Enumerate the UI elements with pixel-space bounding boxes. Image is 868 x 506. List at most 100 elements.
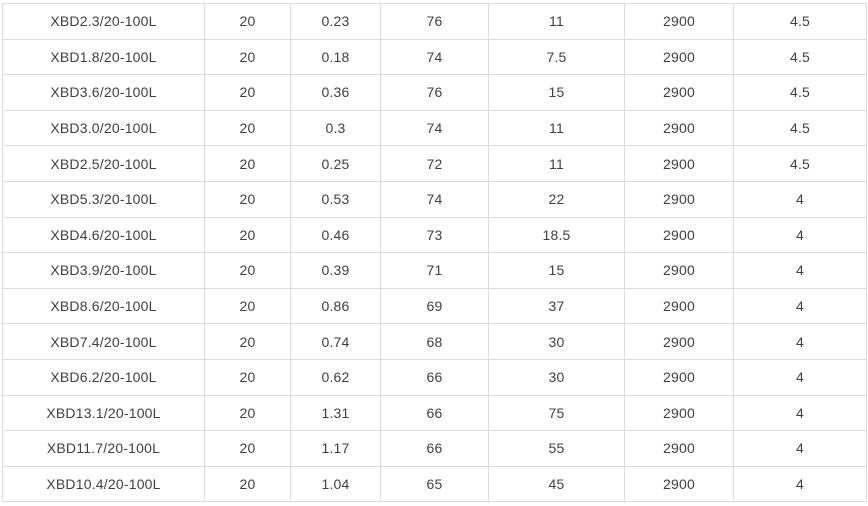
- value-cell: 4: [733, 358, 867, 396]
- value-cell: 66: [380, 394, 489, 432]
- model-cell: XBD7.4/20-100L: [2, 323, 205, 360]
- value-cell: 30: [488, 358, 625, 396]
- value-cell: 4.5: [733, 145, 867, 182]
- value-cell: 4: [733, 252, 867, 289]
- value-cell: 4: [733, 394, 867, 432]
- value-cell: 74: [380, 38, 489, 76]
- value-cell: 73: [380, 216, 489, 254]
- value-cell: 37: [488, 287, 625, 325]
- value-cell: 2900: [624, 465, 734, 503]
- value-cell: 2900: [624, 216, 734, 254]
- value-cell: 4: [733, 216, 867, 254]
- value-cell: 11: [488, 145, 625, 182]
- value-cell: 0.39: [290, 252, 381, 289]
- value-cell: 20: [204, 252, 291, 289]
- value-cell: 2900: [624, 3, 734, 40]
- value-cell: 1.31: [290, 394, 381, 432]
- value-cell: 15: [488, 252, 625, 289]
- value-cell: 65: [380, 465, 489, 503]
- value-cell: 0.25: [290, 145, 381, 182]
- spec-table-body: XBD2.3/20-100L 20 0.23 76 11 2900 4.5 XBD1.8/20…: [2, 3, 867, 503]
- model-cell: XBD3.0/20-100L: [2, 109, 205, 147]
- value-cell: 20: [204, 38, 291, 76]
- value-cell: 20: [204, 74, 291, 111]
- value-cell: 4: [733, 465, 867, 503]
- value-cell: 4.5: [733, 109, 867, 147]
- value-cell: 2900: [624, 358, 734, 396]
- value-cell: 20: [204, 430, 291, 467]
- model-cell: XBD13.1/20-100L: [2, 394, 205, 432]
- model-cell: XBD8.6/20-100L: [2, 287, 205, 325]
- value-cell: 74: [380, 180, 489, 218]
- value-cell: 0.86: [290, 287, 381, 325]
- table-row: XBD3.0/20-100L 20 0.3 74 11 2900 4.5: [2, 109, 867, 147]
- table-row: XBD2.5/20-100L 20 0.25 72 11 2900 4.5: [2, 145, 867, 182]
- value-cell: 22: [488, 180, 625, 218]
- model-cell: XBD2.3/20-100L: [2, 3, 205, 40]
- table-row: XBD8.6/20-100L 20 0.86 69 37 2900 4: [2, 287, 867, 325]
- value-cell: 20: [204, 3, 291, 40]
- table-row: XBD10.4/20-100L 20 1.04 65 45 2900 4: [2, 465, 867, 503]
- model-cell: XBD2.5/20-100L: [2, 145, 205, 182]
- pump-spec-table: XBD2.3/20-100L 20 0.23 76 11 2900 4.5 XBD1.8/20…: [2, 3, 867, 503]
- value-cell: 72: [380, 145, 489, 182]
- model-cell: XBD5.3/20-100L: [2, 180, 205, 218]
- value-cell: 4: [733, 430, 867, 467]
- value-cell: 4: [733, 287, 867, 325]
- model-cell: XBD6.2/20-100L: [2, 358, 205, 396]
- value-cell: 20: [204, 394, 291, 432]
- value-cell: 2900: [624, 145, 734, 182]
- value-cell: 1.17: [290, 430, 381, 467]
- value-cell: 68: [380, 323, 489, 360]
- value-cell: 20: [204, 358, 291, 396]
- table-row: XBD4.6/20-100L 20 0.46 73 18.5 2900 4: [2, 216, 867, 254]
- value-cell: 0.36: [290, 74, 381, 111]
- value-cell: 45: [488, 465, 625, 503]
- value-cell: 2900: [624, 430, 734, 467]
- table-row: XBD6.2/20-100L 20 0.62 66 30 2900 4: [2, 358, 867, 396]
- table-row: XBD5.3/20-100L 20 0.53 74 22 2900 4: [2, 180, 867, 218]
- value-cell: 20: [204, 109, 291, 147]
- value-cell: 0.53: [290, 180, 381, 218]
- value-cell: 76: [380, 3, 489, 40]
- value-cell: 66: [380, 430, 489, 467]
- model-cell: XBD11.7/20-100L: [2, 430, 205, 467]
- table-row: XBD11.7/20-100L 20 1.17 66 55 2900 4: [2, 430, 867, 467]
- value-cell: 20: [204, 216, 291, 254]
- value-cell: 11: [488, 109, 625, 147]
- table-row: XBD3.9/20-100L 20 0.39 71 15 2900 4: [2, 252, 867, 289]
- value-cell: 2900: [624, 394, 734, 432]
- value-cell: 0.74: [290, 323, 381, 360]
- table-row: XBD13.1/20-100L 20 1.31 66 75 2900 4: [2, 394, 867, 432]
- value-cell: 2900: [624, 109, 734, 147]
- value-cell: 0.46: [290, 216, 381, 254]
- value-cell: 18.5: [488, 216, 625, 254]
- value-cell: 4.5: [733, 3, 867, 40]
- value-cell: 74: [380, 109, 489, 147]
- value-cell: 71: [380, 252, 489, 289]
- value-cell: 0.23: [290, 3, 381, 40]
- value-cell: 2900: [624, 287, 734, 325]
- value-cell: 20: [204, 323, 291, 360]
- value-cell: 0.3: [290, 109, 381, 147]
- value-cell: 20: [204, 465, 291, 503]
- value-cell: 11: [488, 3, 625, 40]
- table-row: XBD2.3/20-100L 20 0.23 76 11 2900 4.5: [2, 3, 867, 40]
- value-cell: 4: [733, 180, 867, 218]
- model-cell: XBD3.9/20-100L: [2, 252, 205, 289]
- value-cell: 2900: [624, 180, 734, 218]
- value-cell: 76: [380, 74, 489, 111]
- model-cell: XBD10.4/20-100L: [2, 465, 205, 503]
- model-cell: XBD3.6/20-100L: [2, 74, 205, 111]
- value-cell: 66: [380, 358, 489, 396]
- value-cell: 30: [488, 323, 625, 360]
- value-cell: 4.5: [733, 74, 867, 111]
- value-cell: 0.18: [290, 38, 381, 76]
- value-cell: 1.04: [290, 465, 381, 503]
- value-cell: 2900: [624, 252, 734, 289]
- value-cell: 0.62: [290, 358, 381, 396]
- value-cell: 20: [204, 287, 291, 325]
- value-cell: 55: [488, 430, 625, 467]
- value-cell: 20: [204, 145, 291, 182]
- value-cell: 2900: [624, 323, 734, 360]
